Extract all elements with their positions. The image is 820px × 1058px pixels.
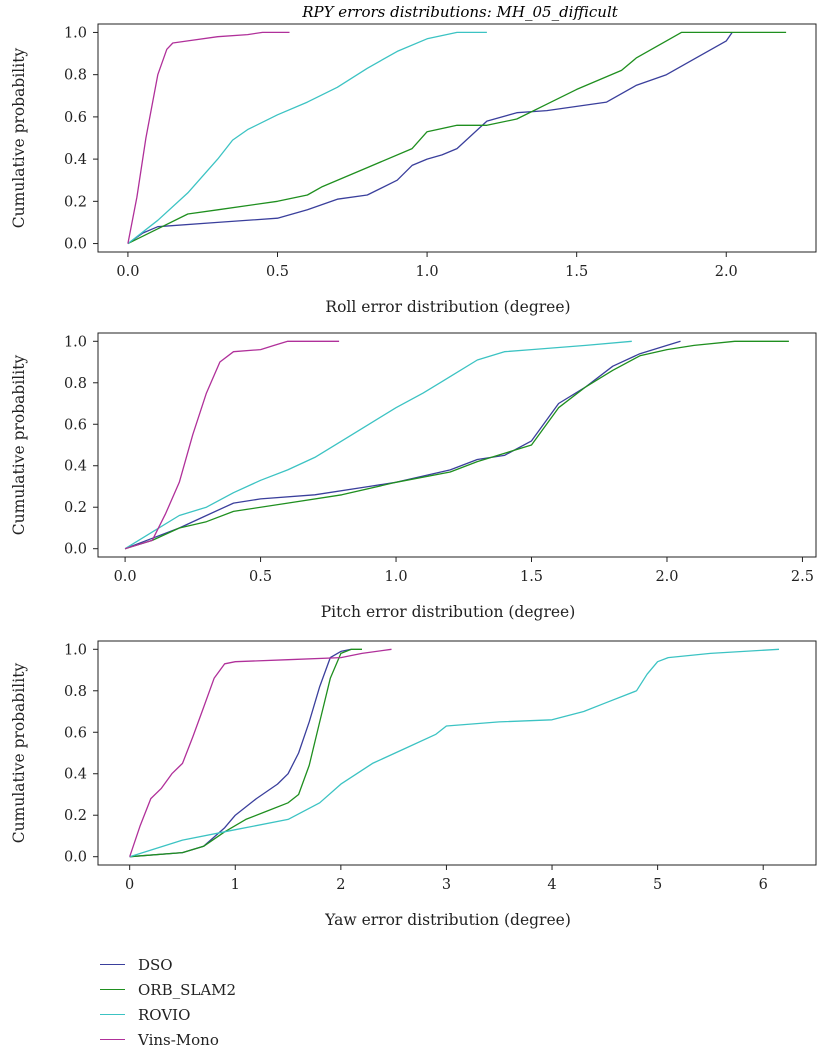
x-tick-label: 2.5 bbox=[791, 569, 814, 585]
y-axis-label-1: Cumulative probability bbox=[10, 48, 28, 229]
y-tick-label: 0.4 bbox=[64, 459, 87, 475]
x-axis-label-2: Pitch error distribution (degree) bbox=[321, 603, 576, 621]
series-line-orb-slam2-2 bbox=[124, 340, 789, 550]
legend-swatch-vins-mono bbox=[100, 1039, 125, 1040]
x-tick-label: 2.0 bbox=[655, 569, 678, 585]
y-axis-label-3: Cumulative probability bbox=[10, 663, 28, 844]
legend-item-orb-slam2: ORB_SLAM2 bbox=[100, 977, 236, 1002]
y-tick-label: 0.8 bbox=[64, 68, 87, 84]
y-tick-label: 0.4 bbox=[64, 767, 87, 783]
series-line-rovio-1 bbox=[127, 31, 487, 245]
y-tick-label: 0.2 bbox=[64, 194, 87, 210]
x-tick-label: 2.0 bbox=[715, 264, 738, 280]
y-axis-label-2: Cumulative probability bbox=[10, 355, 28, 536]
series-line-dso-3 bbox=[129, 648, 352, 858]
series-line-vins-mono-1 bbox=[127, 31, 290, 244]
x-tick-label: 5 bbox=[653, 877, 662, 893]
x-axis-label-1: Roll error distribution (degree) bbox=[325, 298, 570, 316]
x-tick-label: 0 bbox=[125, 877, 134, 893]
legend-label-vins-mono: Vins-Mono bbox=[138, 1030, 219, 1049]
legend-swatch-dso bbox=[100, 964, 125, 965]
x-tick-label: 0.5 bbox=[266, 264, 289, 280]
y-tick-label: 0.6 bbox=[64, 110, 87, 126]
x-tick-label: 1 bbox=[231, 877, 240, 893]
legend-label-orb-slam2: ORB_SLAM2 bbox=[138, 980, 237, 999]
legend-item-rovio: ROVIO bbox=[100, 1002, 236, 1027]
plot-frame-3 bbox=[97, 640, 817, 866]
y-tick-label: 0.2 bbox=[64, 500, 87, 516]
series-line-rovio-2 bbox=[124, 340, 632, 550]
x-tick-label: 1.0 bbox=[385, 569, 408, 585]
legend-item-dso: DSO bbox=[100, 952, 236, 977]
series-line-rovio-3 bbox=[129, 648, 780, 858]
y-tick-label: 1.0 bbox=[64, 25, 87, 41]
x-tick-label: 3 bbox=[442, 877, 451, 893]
y-tick-label: 1.0 bbox=[64, 334, 87, 350]
legend-item-vins-mono: Vins-Mono bbox=[100, 1027, 236, 1052]
y-tick-label: 1.0 bbox=[64, 642, 87, 658]
x-tick-label: 6 bbox=[759, 877, 768, 893]
series-line-orb-slam2-1 bbox=[127, 31, 787, 245]
y-tick-label: 0.0 bbox=[64, 850, 87, 866]
legend-swatch-rovio bbox=[100, 1014, 125, 1015]
x-tick-label: 4 bbox=[547, 877, 556, 893]
x-tick-label: 0.0 bbox=[116, 264, 139, 280]
y-tick-label: 0.2 bbox=[64, 808, 87, 824]
y-tick-label: 0.4 bbox=[64, 152, 87, 168]
plot-frame-2 bbox=[97, 332, 817, 558]
figure-title: RPY errors distributions: MH_05_difficul… bbox=[301, 3, 619, 21]
x-tick-label: 1.5 bbox=[565, 264, 588, 280]
y-tick-label: 0.0 bbox=[64, 237, 87, 253]
x-axis-label-3: Yaw error distribution (degree) bbox=[324, 911, 571, 929]
chart-panel-3: 0 1 2 3 4 5 6 0.0 0.2 0.4 0.6 0.8 1.0 Yaw error distr… bbox=[10, 640, 817, 929]
y-tick-label: 0.8 bbox=[64, 376, 87, 392]
series-line-vins-mono-2 bbox=[124, 340, 340, 550]
series-line-vins-mono-3 bbox=[129, 648, 392, 857]
legend: DSO ORB_SLAM2 ROVIO Vins-Mono bbox=[100, 952, 236, 1052]
legend-label-dso: DSO bbox=[138, 955, 173, 974]
chart-panel-1: 0.0 0.5 1.0 1.5 2.0 0.0 0.2 0.4 0.6 0.8 1.0 Roll er… bbox=[10, 23, 817, 316]
x-tick-label: 2 bbox=[336, 877, 345, 893]
y-tick-label: 0.8 bbox=[64, 684, 87, 700]
series-line-dso-2 bbox=[124, 340, 681, 550]
x-tick-label: 0.0 bbox=[114, 569, 137, 585]
series-line-dso-1 bbox=[127, 32, 733, 245]
chart-panel-2: 0.0 0.5 1.0 1.5 2.0 2.5 0.0 0.2 0.4 0.6 0.8 1.0 Pitc… bbox=[10, 332, 817, 621]
series-line-orb-slam2-3 bbox=[129, 648, 362, 858]
y-tick-label: 0.6 bbox=[64, 725, 87, 741]
legend-swatch-orb-slam2 bbox=[100, 989, 125, 990]
x-tick-label: 0.5 bbox=[249, 569, 272, 585]
legend-label-rovio: ROVIO bbox=[138, 1005, 191, 1024]
plot-frame-1 bbox=[97, 23, 817, 253]
x-tick-label: 1.5 bbox=[520, 569, 543, 585]
y-tick-label: 0.6 bbox=[64, 417, 87, 433]
y-tick-label: 0.0 bbox=[64, 542, 87, 558]
x-tick-label: 1.0 bbox=[416, 264, 439, 280]
